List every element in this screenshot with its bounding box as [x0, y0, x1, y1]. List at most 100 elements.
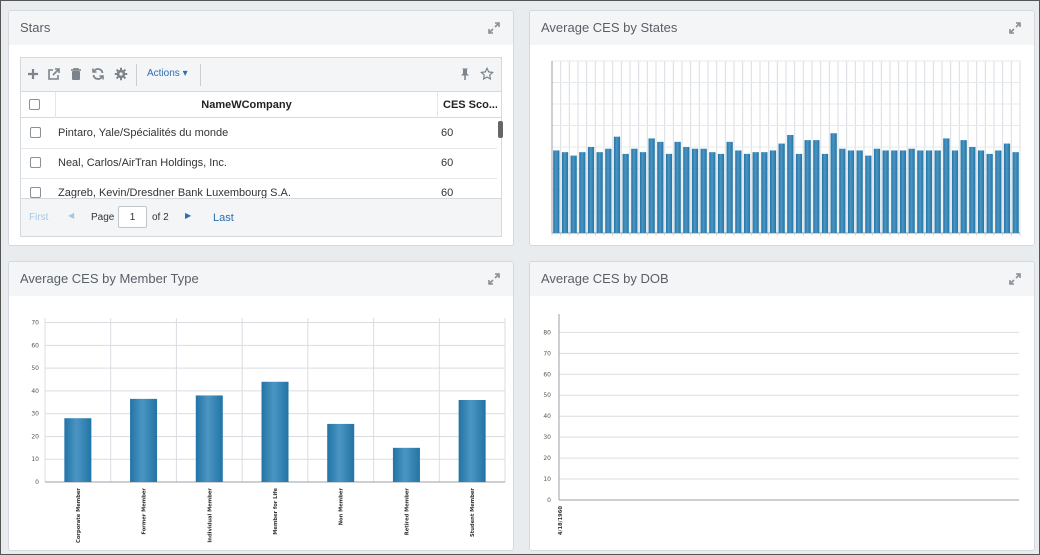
- trash-icon[interactable]: [69, 67, 83, 81]
- bar: [709, 152, 716, 233]
- bar: [752, 152, 759, 233]
- add-icon[interactable]: [26, 67, 40, 81]
- cell-name: Neal, Carlos/AirTran Holdings, Inc.: [58, 157, 227, 169]
- expand-icon[interactable]: [1008, 272, 1022, 286]
- bar: [553, 150, 560, 233]
- bar: [683, 147, 690, 233]
- y-tick-label: 60: [543, 371, 551, 378]
- dob-chart-title: Average CES by DOB: [541, 271, 669, 286]
- x-tick-label: 4/18/1960: [558, 506, 564, 535]
- cell-name: Zagreb, Kevin/Dresdner Bank Luxembourg S…: [58, 187, 291, 198]
- bar: [130, 398, 158, 482]
- bar: [951, 150, 959, 233]
- bar: [674, 141, 681, 233]
- bar: [969, 147, 976, 233]
- x-tick-label: Member for Life: [273, 488, 279, 535]
- states-chart-title: Average CES by States: [541, 20, 678, 35]
- y-tick-label: 70: [543, 350, 551, 357]
- bar: [995, 150, 1002, 233]
- y-tick-label: 20: [31, 433, 39, 440]
- grid-scrollbar[interactable]: [498, 119, 503, 197]
- row-checkbox[interactable]: [30, 127, 41, 138]
- bar: [648, 138, 655, 233]
- y-tick-label: 10: [543, 476, 551, 483]
- bar: [856, 150, 863, 233]
- expand-icon[interactable]: [1008, 21, 1022, 35]
- bar: [392, 447, 420, 482]
- table-row[interactable]: Zagreb, Kevin/Dresdner Bank Luxembourg S…: [21, 179, 497, 198]
- bar: [735, 150, 742, 233]
- bar: [587, 147, 595, 233]
- column-header-ces-score[interactable]: CES Sco...: [437, 92, 497, 118]
- bar: [943, 138, 950, 233]
- member-type-chart-panel: Average CES by Member Type 0 10 20 30 40 50 60…: [8, 261, 514, 551]
- bar: [813, 140, 820, 233]
- bar: [691, 148, 699, 233]
- expand-icon[interactable]: [487, 21, 501, 35]
- bar: [726, 141, 733, 233]
- member-panel-header: Average CES by Member Type: [9, 262, 513, 296]
- bar: [873, 148, 881, 233]
- bar: [743, 153, 751, 233]
- pin-icon[interactable]: [458, 67, 472, 81]
- select-all-checkbox[interactable]: [29, 99, 40, 110]
- next-page-icon[interactable]: ▶: [185, 211, 192, 220]
- refresh-icon[interactable]: [91, 67, 105, 81]
- x-tick-label: Former Member: [142, 488, 148, 535]
- bar: [1003, 143, 1011, 233]
- bar: [657, 141, 664, 233]
- row-checkbox[interactable]: [30, 187, 41, 198]
- dob-panel-header: Average CES by DOB: [530, 262, 1034, 296]
- y-tick-label: 0: [35, 479, 39, 486]
- bar: [934, 150, 941, 233]
- pager: First ◀ Page of 2 ▶ Last: [21, 198, 501, 236]
- grid-header-row: [21, 92, 501, 118]
- page-count-label: of 2: [152, 212, 169, 223]
- bar: [613, 136, 621, 233]
- bar: [830, 133, 837, 233]
- actions-dropdown[interactable]: Actions ▾: [147, 68, 188, 79]
- prev-page-icon[interactable]: ◀: [68, 211, 75, 220]
- last-page-link[interactable]: Last: [213, 212, 234, 224]
- x-tick-label: Retired Member: [404, 488, 410, 536]
- bar: [605, 148, 612, 233]
- member-chart-title: Average CES by Member Type: [20, 271, 199, 286]
- y-tick-label: 80: [543, 329, 551, 336]
- x-tick-label: Student Member: [470, 488, 476, 537]
- row-checkbox[interactable]: [30, 157, 41, 168]
- dob-bar-chart: 0 10 20 30 40 50 60 70 80 4/18/1960: [543, 314, 1019, 535]
- star-icon[interactable]: [480, 67, 494, 81]
- gear-icon[interactable]: [114, 67, 128, 81]
- cell-score: 60: [441, 157, 454, 169]
- bar: [839, 148, 846, 233]
- bar: [195, 395, 223, 482]
- dob-chart-panel: Average CES by DOB 0 10 20 30 40 50 60 70 80 4/18…: [529, 261, 1035, 551]
- bar: [787, 134, 794, 233]
- bar: [717, 153, 725, 233]
- y-tick-label: 50: [31, 365, 39, 372]
- external-link-icon[interactable]: [47, 67, 61, 81]
- bar: [596, 152, 603, 233]
- cell-score: 60: [441, 187, 454, 198]
- stars-panel: Stars Actions ▾ NameWCompany CES Sco... …: [8, 10, 514, 246]
- column-header-namewcompany[interactable]: NameWCompany: [55, 92, 437, 118]
- table-row[interactable]: Neal, Carlos/AirTran Holdings, Inc. 60: [21, 149, 497, 179]
- table-row[interactable]: Pintaro, Yale/Spécialités du monde 60: [21, 119, 497, 149]
- bar: [795, 153, 803, 233]
- bar: [882, 150, 889, 233]
- member-type-bar-chart: 0 10 20 30 40 50 60 70 Corporate Member Former Me…: [31, 318, 506, 543]
- page-number-input[interactable]: [118, 206, 147, 228]
- grid-toolbar: Actions ▾: [21, 58, 501, 92]
- x-tick-label: Individual Member: [207, 488, 213, 543]
- expand-icon[interactable]: [487, 272, 501, 286]
- bar: [847, 150, 855, 233]
- stars-grid: Actions ▾ NameWCompany CES Sco... Pintar…: [20, 57, 503, 237]
- bar: [899, 150, 907, 233]
- bar: [1012, 152, 1019, 233]
- toolbar-divider: [136, 64, 137, 86]
- scrollbar-thumb[interactable]: [498, 121, 503, 138]
- first-page-link[interactable]: First: [29, 212, 49, 223]
- bar: [891, 150, 898, 233]
- y-tick-label: 30: [543, 434, 551, 441]
- x-tick-label: Non Member: [339, 488, 345, 526]
